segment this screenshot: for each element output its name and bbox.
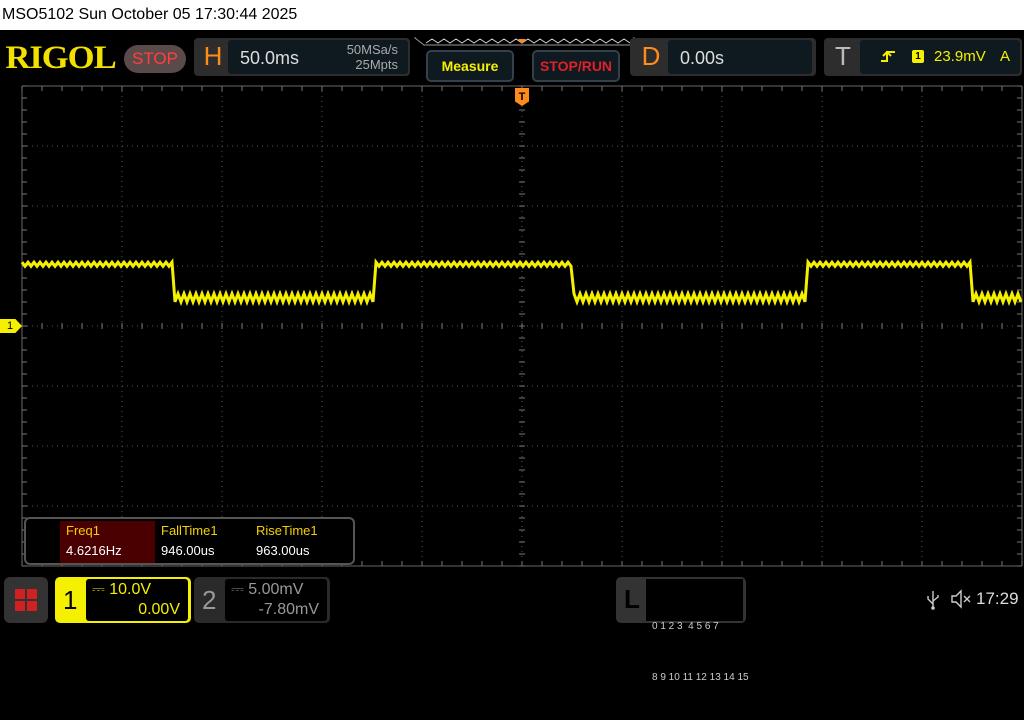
ch2-scale: 5.00mV	[248, 581, 304, 598]
trigger-letter: T	[835, 41, 851, 71]
horizontal-letter: H	[203, 41, 223, 71]
ch1-number: 1	[63, 585, 78, 615]
ch1-waveform	[20, 258, 1023, 307]
delay-value: 0.00s	[680, 48, 725, 68]
trigger-position-marker[interactable]: T	[515, 88, 529, 106]
rigol-logo: RIGOL	[5, 40, 116, 76]
measurement-value: 963.00us	[256, 543, 310, 558]
logic-letter: L	[624, 584, 640, 614]
trigger-level: 23.9mV	[934, 48, 986, 65]
delay-letter: D	[641, 41, 661, 71]
measurement-panel: Freq1 4.6216Hz FallTime1 946.00us RiseTime…	[24, 517, 355, 565]
logic-channels-row1: 0 1 2 3 4 5 6 7	[652, 621, 719, 632]
stop-run-button[interactable]: STOP/RUN	[532, 50, 620, 82]
title-bar: MSO5102 Sun October 05 17:30:44 2025	[0, 0, 1024, 30]
delay-panel[interactable]: D 0.00s	[630, 38, 816, 76]
ch1-scale: 10.0V	[109, 581, 152, 598]
rising-edge-icon	[881, 50, 895, 62]
logic-channels-row2: 8 9 10 11 12 13 14 15	[652, 672, 749, 683]
timebase-box[interactable]: 50.0ms 50MSa/s 25Mpts	[228, 40, 408, 74]
ch1-panel[interactable]: 1 ⎓ 10.0V 0.00V	[55, 577, 191, 623]
measurement-value: 4.6216Hz	[66, 543, 122, 558]
ch2-offset: -7.80mV	[258, 601, 319, 618]
ch2-panel[interactable]: 2 ⎓ 5.00mV -7.80mV	[194, 577, 330, 623]
menu-button[interactable]	[4, 577, 48, 623]
ch2-number: 2	[202, 585, 217, 615]
measure-button[interactable]: Measure	[426, 50, 514, 82]
trigger-panel[interactable]: T 1 23.9mV A	[824, 38, 1022, 76]
sample-rate: 50MSa/s	[346, 42, 398, 57]
grid-menu-icon	[15, 589, 37, 611]
measurement-label: RiseTime1	[256, 523, 318, 538]
measurement-freq1[interactable]: Freq1 4.6216Hz	[60, 521, 155, 563]
timebase-value: 50.0ms	[240, 48, 300, 68]
ch1-offset-marker[interactable]: 1	[0, 319, 22, 333]
run-status-badge[interactable]: STOP	[124, 45, 186, 73]
logic-panel[interactable]: L 0 1 2 3 4 5 6 7 8 9 10 11 12 13 14 15	[616, 577, 749, 683]
measurement-label: FallTime1	[161, 523, 218, 538]
measurement-label: Freq1	[66, 523, 100, 538]
muted-speaker-icon[interactable]	[950, 589, 974, 609]
measurement-risetime1[interactable]: RiseTime1 963.00us	[250, 521, 345, 563]
ch1-offset: 0.00V	[138, 601, 180, 618]
trigger-mode: A	[1000, 48, 1011, 65]
memory-depth: 25Mpts	[355, 57, 398, 72]
clock: 17:29	[976, 589, 1019, 608]
measurement-falltime1[interactable]: FallTime1 946.00us	[155, 521, 250, 563]
trigger-channel-badge: 1	[912, 50, 924, 63]
measurement-value: 946.00us	[161, 543, 215, 558]
usb-icon	[927, 591, 939, 610]
waveform-grid	[20, 85, 1023, 567]
